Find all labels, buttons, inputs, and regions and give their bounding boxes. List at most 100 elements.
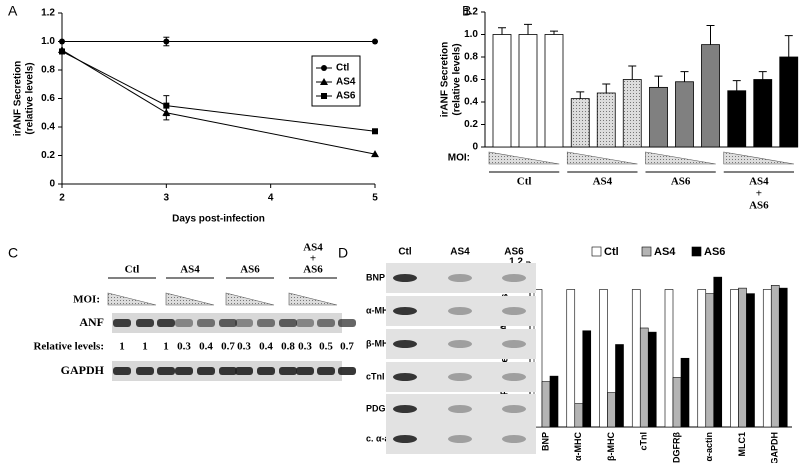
blot-band (296, 319, 314, 327)
bar (574, 403, 584, 428)
legend-label: AS6 (336, 91, 356, 102)
relative-label: Relative levels: (33, 341, 104, 353)
bar (762, 289, 772, 428)
relative-level: 0.8 (281, 341, 295, 353)
moi-triangle (723, 151, 795, 165)
relative-level: 0.4 (199, 341, 213, 353)
group-label: AS6 (303, 264, 323, 276)
blot-band (157, 319, 175, 327)
x-axis-title: Days post-infection (172, 214, 265, 225)
legend-box (311, 55, 361, 107)
y-tick-label: 0.6 (464, 74, 478, 85)
group-label: Ctl (517, 176, 532, 188)
moi-label: MOI: (448, 153, 470, 164)
blot-band (296, 367, 314, 375)
blot-band (317, 319, 335, 327)
point (371, 150, 379, 158)
panel-label: A (8, 3, 18, 19)
bar (675, 81, 694, 148)
bar (544, 34, 564, 148)
bar (647, 331, 657, 428)
blot-band (136, 319, 154, 327)
row-label: GAPDH (61, 363, 105, 377)
bar (622, 79, 642, 148)
bar (713, 276, 723, 428)
relative-level: 1 (163, 341, 169, 353)
blot-band (393, 435, 417, 443)
x-tick-label: PDGFRβ (671, 432, 681, 463)
legend-label: Ctl (604, 246, 619, 258)
panel-label: B (462, 3, 471, 19)
moi-triangle (488, 151, 560, 165)
point (321, 93, 327, 99)
relative-level: 0.4 (259, 341, 273, 353)
blot-band (197, 319, 215, 327)
bar (770, 285, 780, 428)
relative-level: 0.7 (221, 341, 235, 353)
bar (730, 289, 739, 428)
blot-band (502, 373, 526, 381)
row-label: c. α-actin (366, 433, 406, 443)
legend-swatch (591, 246, 602, 257)
bar (607, 392, 616, 428)
relative-level: 1 (119, 341, 125, 353)
relative-level: 0.3 (177, 341, 191, 353)
legend-label: AS6 (704, 246, 725, 258)
point (163, 102, 170, 109)
bar (541, 381, 551, 428)
bar (672, 377, 682, 428)
column-label: AS4 (450, 247, 470, 258)
row-label: ANF (79, 315, 104, 329)
moi-triangle (288, 292, 338, 306)
moi-label: MOI: (73, 294, 100, 306)
blot-band (257, 367, 275, 375)
y-axis-title: (relative levels) (452, 43, 463, 115)
bar (664, 289, 674, 428)
bar (639, 327, 649, 428)
blot-band (448, 274, 472, 282)
blot-band (175, 319, 193, 327)
bar (518, 34, 538, 148)
bar (778, 287, 788, 428)
row-label: cTnI (366, 371, 385, 381)
point (59, 48, 65, 55)
y-tick-label: 0.4 (41, 122, 55, 133)
blot-band (448, 307, 472, 315)
blot-band (113, 367, 131, 375)
point (372, 38, 378, 45)
legend-label: Ctl (336, 63, 350, 74)
y-axis-title: irANF Secretion (13, 61, 24, 137)
blot-band (448, 373, 472, 381)
bar (779, 56, 799, 148)
x-tick-label: 2 (59, 193, 65, 204)
x-tick-label: 5 (372, 193, 378, 204)
column-label: AS6 (504, 247, 524, 258)
bar (566, 289, 576, 428)
x-tick-label: BNP (540, 432, 550, 451)
y-tick-label: 1.2 (464, 7, 478, 18)
panel-label: D (338, 245, 348, 261)
point (372, 128, 378, 135)
blot-band (448, 405, 472, 413)
blot-band (502, 274, 526, 282)
x-tick-label: α-MHC (573, 432, 583, 462)
row-label: PDGFRβ (366, 403, 404, 413)
y-tick-label: 0.4 (464, 97, 478, 108)
blot-band (136, 367, 154, 375)
y-tick-label: 1.0 (464, 29, 478, 40)
blot-band (235, 367, 253, 375)
blot-band (279, 367, 297, 375)
bar (599, 289, 608, 428)
bar (727, 90, 747, 148)
y-tick-label: 0.2 (41, 150, 55, 161)
legend-swatch (641, 246, 652, 257)
legend-label: AS4 (654, 246, 676, 258)
x-tick-label: 4 (268, 193, 274, 204)
x-tick-label: c. α-actin (704, 432, 714, 463)
bar (746, 293, 755, 428)
group-label: AS4 (303, 242, 323, 254)
point (59, 38, 65, 45)
bar (549, 375, 559, 428)
point (321, 65, 327, 71)
bar (570, 98, 590, 148)
